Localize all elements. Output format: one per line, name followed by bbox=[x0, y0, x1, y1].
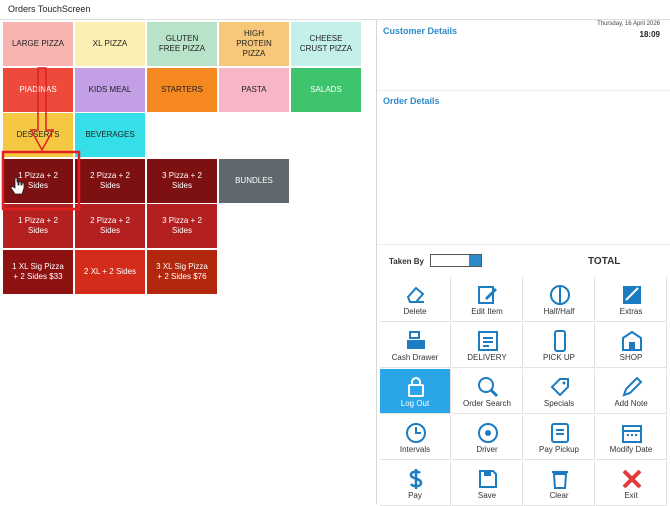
button-icon bbox=[622, 376, 643, 397]
button-icon bbox=[550, 378, 569, 397]
button-icon bbox=[550, 285, 570, 305]
button-icon bbox=[478, 331, 498, 351]
button-icon bbox=[407, 331, 425, 349]
menu-tile[interactable]: XL PIZZA bbox=[75, 22, 145, 66]
date: Thursday, 16 April 2026 bbox=[597, 21, 660, 27]
button-icon bbox=[622, 425, 642, 443]
action-button[interactable]: Modify Date bbox=[596, 415, 667, 460]
taken-by-dropdown[interactable] bbox=[430, 254, 482, 267]
menu-area: LARGE PIZZA XL PIZZA GLUTEN FREE PIZZA HIGH… bbox=[3, 22, 361, 294]
menu-tile[interactable]: 3 Pizza + 2 Sides bbox=[147, 158, 217, 203]
button-label: Intervals bbox=[399, 445, 431, 454]
menu-tile[interactable]: SALADS bbox=[291, 67, 361, 112]
menu-tile[interactable]: 2 Pizza + 2 Sides bbox=[75, 158, 145, 203]
window-title: Orders TouchScreen bbox=[8, 4, 91, 14]
button-label: Half/Half bbox=[543, 307, 575, 316]
button-icon bbox=[409, 469, 423, 489]
button-label: Modify Date bbox=[609, 445, 653, 454]
button-label: Cash Drawer bbox=[391, 353, 439, 362]
button-label: Delete bbox=[403, 307, 427, 316]
dropdown-arrow[interactable] bbox=[469, 255, 481, 266]
action-button[interactable]: Specials bbox=[524, 369, 595, 414]
menu-tile[interactable]: GLUTEN FREE PIZZA bbox=[147, 22, 217, 66]
action-button[interactable]: Extras bbox=[596, 277, 667, 322]
menu-tile[interactable]: 3 XL Sig Pizza + 2 Sides $76 bbox=[147, 250, 217, 294]
menu-tile[interactable]: HIGH PROTEIN PIZZA bbox=[219, 22, 289, 66]
menu-tile[interactable]: STARTERS bbox=[147, 67, 217, 112]
divider bbox=[376, 20, 377, 504]
button-label: Log Out bbox=[400, 399, 430, 408]
button-icon bbox=[479, 470, 497, 488]
menu-tile[interactable]: 2 XL + 2 Sides bbox=[75, 250, 145, 294]
button-icon bbox=[406, 423, 426, 443]
action-button[interactable]: Pay bbox=[380, 461, 451, 506]
button-icon bbox=[623, 286, 641, 304]
menu-tile[interactable]: DESSERTS bbox=[3, 113, 73, 158]
button-label: Clear bbox=[549, 491, 569, 500]
button-label: DELIVERY bbox=[467, 353, 507, 362]
menu-tile[interactable]: 2 Pizza + 2 Sides bbox=[75, 204, 145, 249]
button-label: Add Note bbox=[614, 399, 648, 408]
button-label: Specials bbox=[543, 399, 575, 408]
action-button[interactable]: Driver bbox=[452, 415, 523, 460]
button-icon bbox=[478, 377, 499, 398]
separator bbox=[377, 90, 670, 91]
taken-by-label: Taken By bbox=[389, 257, 424, 266]
menu-tile[interactable]: 1 XL Sig Pizza + 2 Sides $33 bbox=[3, 250, 73, 294]
button-label: PICK UP bbox=[542, 353, 575, 362]
button-label: Edit Item bbox=[471, 307, 503, 316]
button-icon bbox=[478, 286, 497, 304]
button-icon bbox=[622, 469, 642, 489]
button-icon bbox=[622, 330, 642, 351]
title-bar: Orders TouchScreen bbox=[0, 0, 670, 20]
action-button[interactable]: Half/Half bbox=[524, 277, 595, 322]
button-label: Pay bbox=[408, 491, 422, 500]
action-button[interactable]: Log Out bbox=[380, 369, 451, 414]
action-button[interactable]: Pay Pickup bbox=[524, 415, 595, 460]
action-button[interactable]: Exit bbox=[596, 461, 667, 506]
menu-tile[interactable]: 3 Pizza + 2 Sides bbox=[147, 204, 217, 249]
action-button[interactable]: Edit Item bbox=[452, 277, 523, 322]
button-icon bbox=[408, 377, 424, 397]
action-button[interactable]: Order Search bbox=[452, 369, 523, 414]
button-icon bbox=[478, 423, 498, 443]
action-button[interactable]: Delete bbox=[380, 277, 451, 322]
menu-tile[interactable]: CHEESE CRUST PIZZA bbox=[291, 22, 361, 66]
menu-tile[interactable]: 1 Pizza + 2 Sides bbox=[3, 204, 73, 249]
separator bbox=[377, 244, 670, 245]
customer-details-title: Customer Details bbox=[383, 26, 458, 36]
total-label: TOTAL bbox=[588, 256, 621, 267]
menu-tile[interactable]: LARGE PIZZA bbox=[3, 22, 73, 66]
button-icon bbox=[554, 330, 566, 352]
order-details-title: Order Details bbox=[383, 96, 440, 106]
button-label: Save bbox=[477, 491, 497, 500]
button-label: Driver bbox=[476, 445, 498, 454]
button-label: Exit bbox=[624, 491, 638, 500]
time: 18:09 bbox=[639, 30, 660, 39]
action-button[interactable]: SHOP bbox=[596, 323, 667, 368]
menu-tile[interactable]: PASTA bbox=[219, 67, 289, 112]
menu-tile[interactable]: PIADINAS bbox=[3, 67, 73, 112]
action-button[interactable]: Add Note bbox=[596, 369, 667, 414]
button-icon bbox=[552, 471, 568, 489]
action-button[interactable]: Save bbox=[452, 461, 523, 506]
action-button[interactable]: PICK UP bbox=[524, 323, 595, 368]
button-label: Pay Pickup bbox=[538, 445, 580, 454]
menu-tile[interactable]: KIDS MEAL bbox=[75, 67, 145, 112]
action-button[interactable]: Intervals bbox=[380, 415, 451, 460]
button-label: SHOP bbox=[619, 353, 643, 362]
menu-tile[interactable]: BUNDLES bbox=[219, 158, 289, 203]
menu-tile[interactable]: 1 Pizza + 2 Sides bbox=[3, 158, 73, 203]
button-icon bbox=[551, 423, 569, 443]
button-icon bbox=[406, 286, 425, 303]
info-panel: Customer Details Thursday, 16 April 2026… bbox=[377, 20, 670, 252]
button-label: Order Search bbox=[462, 399, 512, 408]
action-button[interactable]: Clear bbox=[524, 461, 595, 506]
action-button[interactable]: Cash Drawer bbox=[380, 323, 451, 368]
button-label: Extras bbox=[619, 307, 643, 316]
action-button[interactable]: DELIVERY bbox=[452, 323, 523, 368]
menu-tile[interactable]: BEVERAGES bbox=[75, 113, 145, 158]
